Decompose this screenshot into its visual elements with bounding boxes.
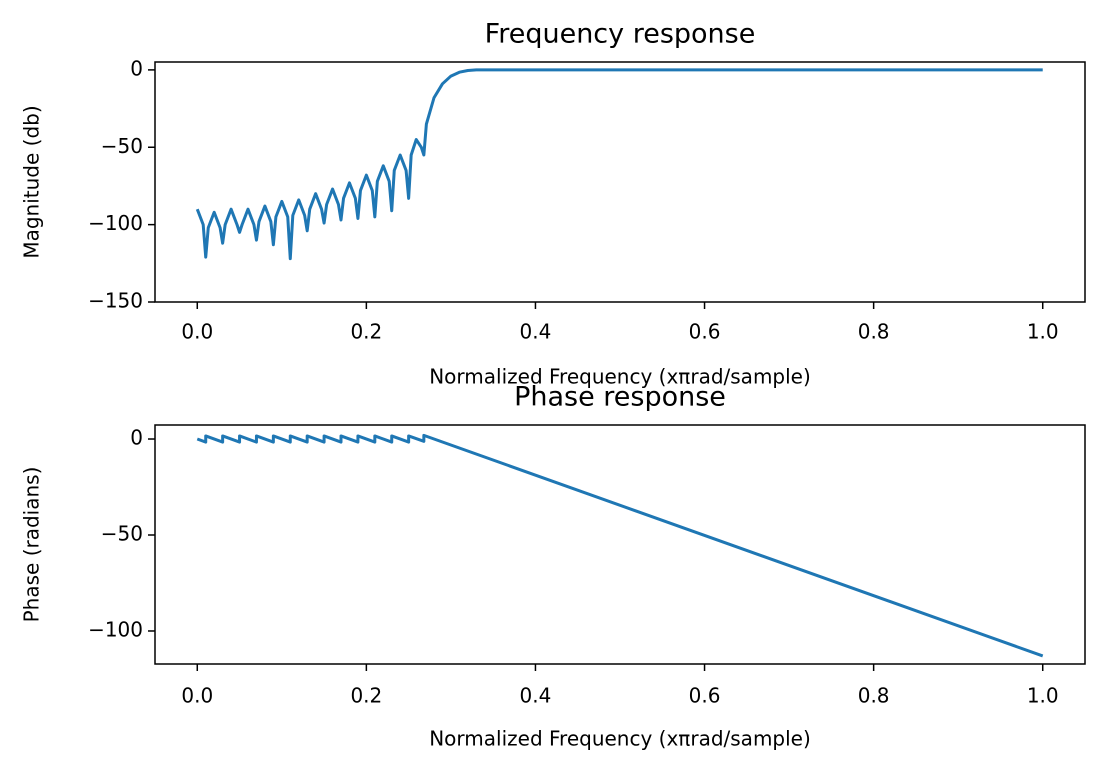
- x-tick-label: 0.2: [350, 320, 382, 344]
- y-tick-label: 0: [130, 426, 143, 450]
- x-tick-label: 0.2: [350, 684, 382, 708]
- y-tick-label: −150: [88, 289, 143, 313]
- x-axis-label: Normalized Frequency (xπrad/sample): [429, 365, 811, 389]
- data-line: [195, 68, 1043, 261]
- axes-frame: [154, 61, 1086, 303]
- x-tick-label: 0.8: [858, 320, 890, 344]
- x-tick-label: 0.6: [689, 320, 721, 344]
- y-tick-label: 0: [130, 56, 143, 80]
- x-axis-label: Normalized Frequency (xπrad/sample): [429, 727, 811, 751]
- chart-title: Frequency response: [485, 19, 756, 50]
- axes-frame: [154, 424, 1086, 665]
- y-tick-label: −100: [88, 617, 143, 641]
- x-tick-label: 1.0: [1027, 320, 1059, 344]
- x-tick-label: 1.0: [1027, 684, 1059, 708]
- x-tick-label: 0.0: [181, 320, 213, 344]
- x-tick-label: 0.4: [520, 684, 552, 708]
- y-tick-label: −100: [88, 211, 143, 235]
- y-axis-label: Magnitude (db): [20, 105, 44, 258]
- x-tick-label: 0.6: [689, 684, 721, 708]
- x-tick-label: 0.8: [858, 684, 890, 708]
- x-tick-label: 0.0: [181, 684, 213, 708]
- data-line: [196, 433, 1044, 658]
- y-axis-label: Phase (radians): [20, 467, 44, 623]
- y-tick-label: −50: [101, 134, 143, 158]
- chart-title: Phase response: [514, 382, 726, 413]
- y-tick-label: −50: [101, 521, 143, 545]
- x-tick-label: 0.4: [520, 320, 552, 344]
